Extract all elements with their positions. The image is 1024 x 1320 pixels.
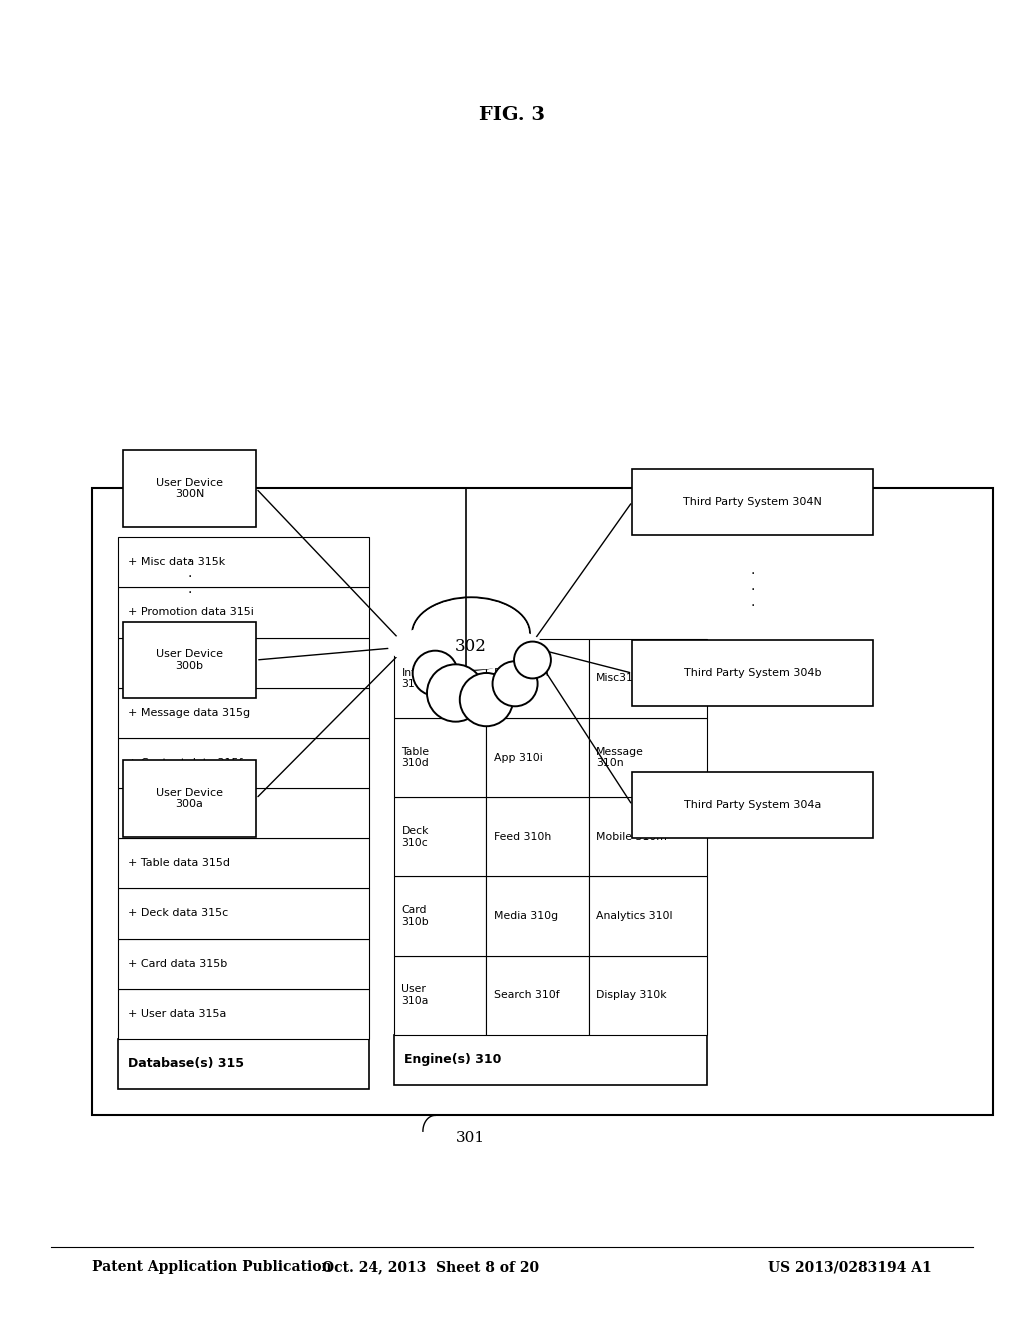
Bar (486, 956, 589, 1035)
Text: + Misc data 315k: + Misc data 315k (128, 557, 225, 568)
Text: + Deck data 315c: + Deck data 315c (128, 908, 228, 919)
Text: Search 310f: Search 310f (494, 990, 559, 1001)
Text: Engine(s) 310: Engine(s) 310 (404, 1053, 502, 1067)
Text: Card
310b: Card 310b (401, 906, 429, 927)
Text: Patent Application Publication: Patent Application Publication (92, 1261, 332, 1274)
Ellipse shape (427, 664, 484, 722)
Ellipse shape (413, 651, 458, 696)
Bar (589, 876, 707, 956)
Bar (589, 797, 707, 876)
Bar (118, 738, 369, 788)
Text: Feed 310h: Feed 310h (494, 832, 551, 842)
Bar (589, 639, 707, 718)
Text: + Feed data 315h: + Feed data 315h (128, 657, 228, 668)
Text: Deck
310c: Deck 310c (401, 826, 429, 847)
Text: 302: 302 (455, 639, 487, 655)
Text: Mobile 310m: Mobile 310m (596, 832, 667, 842)
Text: Oct. 24, 2013  Sheet 8 of 20: Oct. 24, 2013 Sheet 8 of 20 (322, 1261, 539, 1274)
Text: Media 310g: Media 310g (494, 911, 558, 921)
Text: + Content data 315f: + Content data 315f (128, 758, 243, 768)
Bar (589, 956, 707, 1035)
Text: User Device
300a: User Device 300a (156, 788, 223, 809)
Ellipse shape (413, 651, 458, 696)
Text: User Device
300N: User Device 300N (156, 478, 223, 499)
Bar (118, 989, 369, 1039)
Text: Message
310n: Message 310n (596, 747, 644, 768)
Text: Database(s) 315: Database(s) 315 (128, 1057, 244, 1071)
Text: ·
·
·: · · · (187, 553, 191, 601)
Ellipse shape (514, 642, 551, 678)
Ellipse shape (412, 597, 530, 669)
Text: Third Party System 304N: Third Party System 304N (683, 496, 822, 507)
Text: Analytics 310l: Analytics 310l (596, 911, 673, 921)
Ellipse shape (493, 661, 538, 706)
Bar (123, 760, 256, 837)
Ellipse shape (514, 642, 551, 678)
Bar (486, 876, 589, 956)
Text: Promotion
310j: Promotion 310j (494, 668, 549, 689)
Text: + Vendor data 315e: + Vendor data 315e (128, 808, 241, 818)
Bar (118, 838, 369, 888)
Bar (118, 587, 369, 638)
Text: + Table data 315d: + Table data 315d (128, 858, 230, 869)
Ellipse shape (493, 661, 538, 706)
Ellipse shape (427, 664, 484, 722)
Bar (486, 797, 589, 876)
Ellipse shape (460, 673, 513, 726)
Text: + Promotion data 315i: + Promotion data 315i (128, 607, 254, 618)
Text: + User data 315a: + User data 315a (128, 1008, 226, 1019)
Bar (118, 688, 369, 738)
Bar (118, 939, 369, 989)
Text: US 2013/0283194 A1: US 2013/0283194 A1 (768, 1261, 932, 1274)
Ellipse shape (388, 623, 544, 671)
Ellipse shape (414, 598, 529, 668)
Bar (589, 718, 707, 797)
Text: + Message data 315g: + Message data 315g (128, 708, 250, 718)
Text: Display 310k: Display 310k (596, 990, 667, 1001)
Bar (394, 797, 486, 876)
Text: 301: 301 (456, 1131, 484, 1144)
Text: Third Party System 304a: Third Party System 304a (684, 800, 821, 810)
Bar (486, 718, 589, 797)
Bar (118, 638, 369, 688)
Bar (394, 876, 486, 956)
Text: User
310a: User 310a (401, 985, 429, 1006)
Bar (118, 1039, 369, 1089)
Bar (118, 888, 369, 939)
Ellipse shape (460, 673, 513, 726)
Bar (632, 772, 872, 838)
Bar (118, 537, 369, 587)
Text: + Card data 315b: + Card data 315b (128, 958, 227, 969)
Bar (394, 718, 486, 797)
Text: App 310i: App 310i (494, 752, 543, 763)
Text: Table
310d: Table 310d (401, 747, 429, 768)
Bar (118, 788, 369, 838)
Text: Misc310o: Misc310o (596, 673, 647, 684)
Bar (632, 469, 872, 535)
Bar (486, 639, 589, 718)
Bar (394, 639, 486, 718)
Text: Interface
310e: Interface 310e (401, 668, 451, 689)
Bar (394, 956, 486, 1035)
Bar (394, 1035, 707, 1085)
Bar (123, 622, 256, 698)
Bar (92, 488, 993, 1115)
Text: Third Party System 304b: Third Party System 304b (684, 668, 821, 678)
Text: ·
·
·: · · · (751, 566, 755, 614)
Bar (123, 450, 256, 527)
Bar (632, 640, 872, 706)
Text: User Device
300b: User Device 300b (156, 649, 223, 671)
Text: FIG. 3: FIG. 3 (479, 106, 545, 124)
